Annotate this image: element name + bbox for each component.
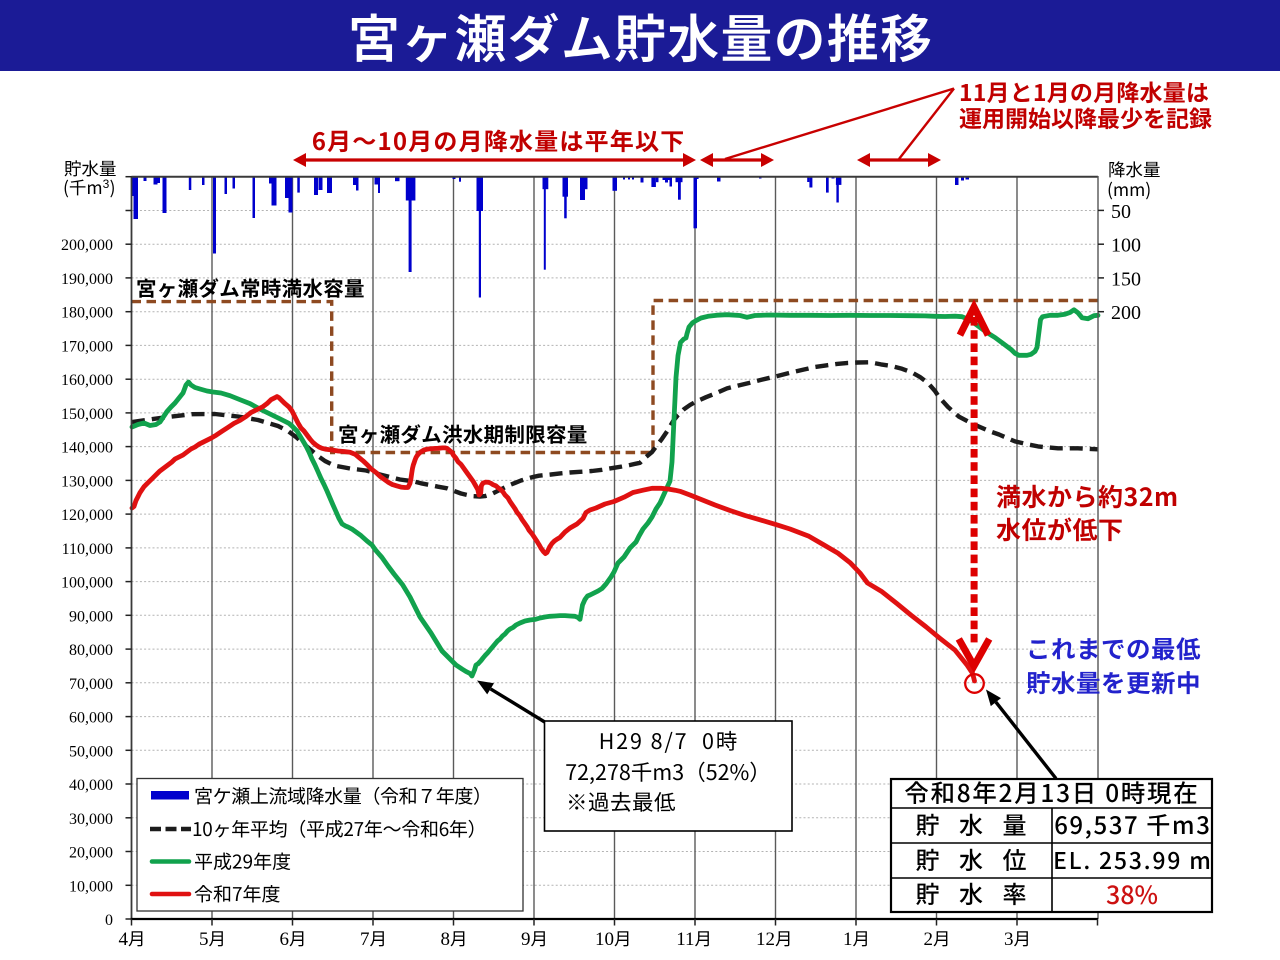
svg-text:30,000: 30,000 bbox=[69, 811, 113, 828]
svg-text:190,000: 190,000 bbox=[61, 271, 113, 288]
svg-text:8: 8 bbox=[441, 929, 451, 950]
svg-text:10,000: 10,000 bbox=[69, 878, 113, 895]
svg-text:70,000: 70,000 bbox=[69, 676, 113, 693]
svg-text:6: 6 bbox=[280, 929, 290, 950]
svg-text:7: 7 bbox=[360, 929, 370, 950]
svg-text:50: 50 bbox=[1111, 201, 1131, 223]
svg-text:12: 12 bbox=[756, 929, 775, 950]
svg-text:100: 100 bbox=[1111, 235, 1141, 257]
svg-text:200: 200 bbox=[1111, 302, 1141, 324]
svg-text:2: 2 bbox=[924, 929, 934, 950]
svg-text:60,000: 60,000 bbox=[69, 710, 113, 727]
svg-text:40,000: 40,000 bbox=[69, 777, 113, 794]
svg-text:50,000: 50,000 bbox=[69, 743, 113, 760]
svg-text:180,000: 180,000 bbox=[61, 305, 113, 322]
svg-text:9: 9 bbox=[521, 929, 531, 950]
svg-text:3: 3 bbox=[1004, 929, 1014, 950]
svg-text:130,000: 130,000 bbox=[61, 473, 113, 490]
svg-text:90,000: 90,000 bbox=[69, 608, 113, 625]
svg-text:140,000: 140,000 bbox=[61, 440, 113, 457]
svg-text:3: 3 bbox=[103, 177, 110, 191]
svg-text:10: 10 bbox=[595, 929, 614, 950]
svg-text:4: 4 bbox=[119, 929, 129, 950]
svg-text:20,000: 20,000 bbox=[69, 845, 113, 862]
svg-text:110,000: 110,000 bbox=[62, 541, 113, 558]
svg-text:120,000: 120,000 bbox=[61, 507, 113, 524]
svg-text:0: 0 bbox=[105, 912, 113, 929]
svg-text:160,000: 160,000 bbox=[61, 372, 113, 389]
svg-text:150: 150 bbox=[1111, 268, 1141, 290]
svg-text:170,000: 170,000 bbox=[61, 338, 113, 355]
svg-text:100,000: 100,000 bbox=[61, 575, 113, 592]
svg-text:150,000: 150,000 bbox=[61, 406, 113, 423]
svg-text:11: 11 bbox=[676, 929, 694, 950]
svg-text:1: 1 bbox=[843, 929, 853, 950]
svg-text:5: 5 bbox=[199, 929, 209, 950]
svg-text:200,000: 200,000 bbox=[61, 237, 113, 254]
svg-text:80,000: 80,000 bbox=[69, 642, 113, 659]
